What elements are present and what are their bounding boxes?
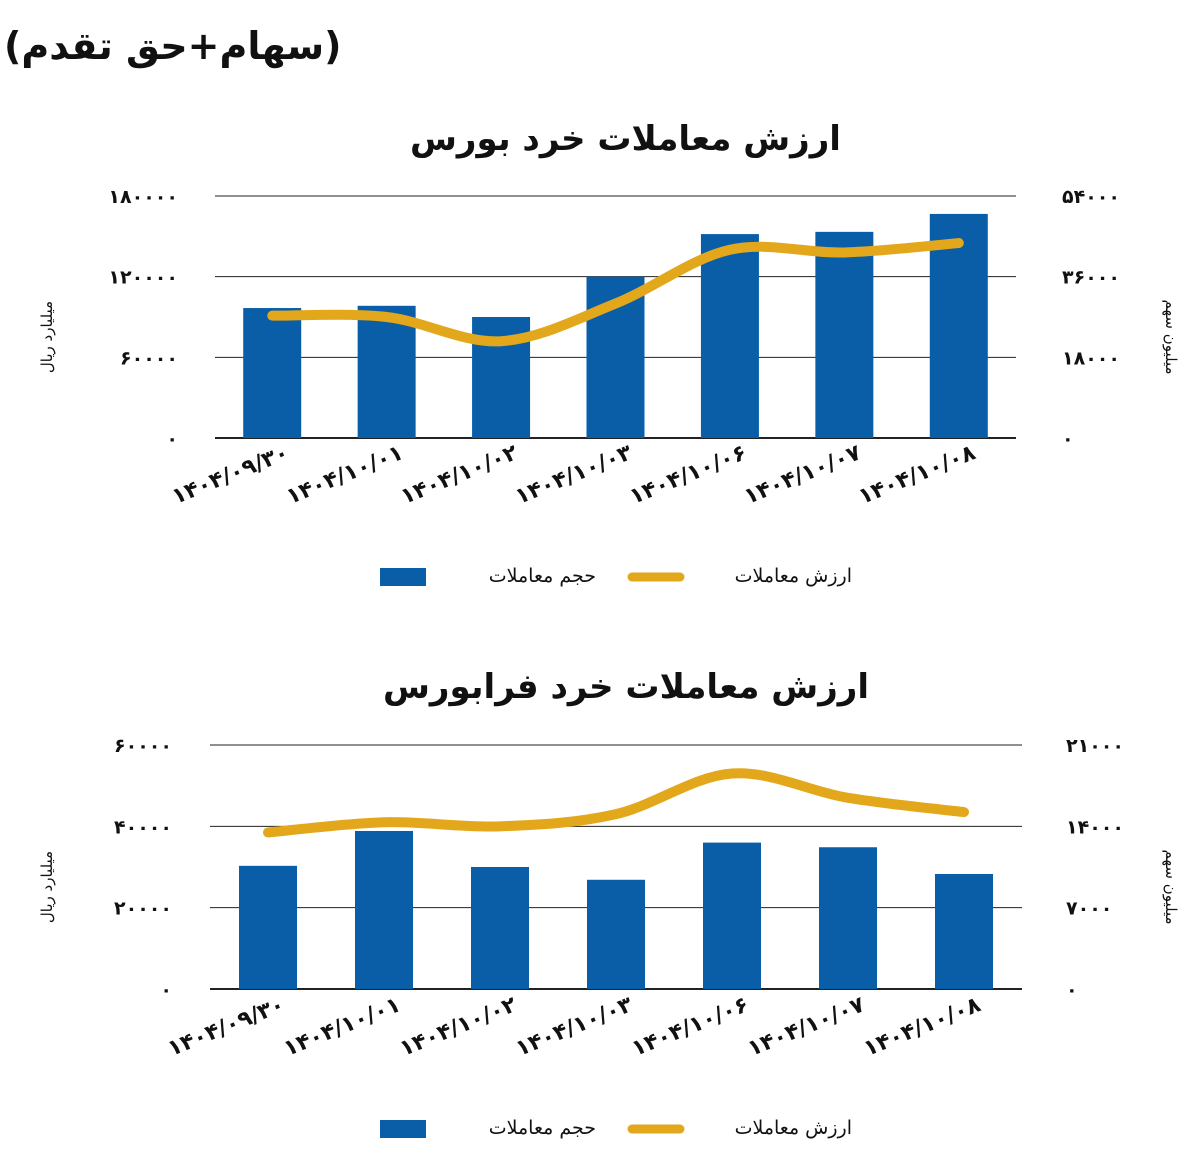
line-point xyxy=(731,772,733,774)
x-tick-label: ۱۴۰۴/۱۰/۰۲ xyxy=(397,440,521,510)
line-point xyxy=(271,315,273,317)
bar xyxy=(815,231,874,438)
y2-tick-label: ۱۸۰۰۰ xyxy=(1062,347,1120,369)
y-tick-label: ۴۰۰۰۰ xyxy=(114,816,172,838)
line-point xyxy=(383,821,385,823)
legend-bar-label: حجم معاملات xyxy=(489,1117,596,1139)
bar xyxy=(703,842,761,989)
y2-tick-label: ۳۶۰۰۰ xyxy=(1062,267,1120,289)
y2-tick-label: ۷۰۰۰ xyxy=(1066,898,1112,920)
line-point xyxy=(963,811,965,813)
bar xyxy=(357,305,416,438)
line-point xyxy=(958,242,960,244)
x-tick-label: ۱۴۰۴/۰۹/۳۰ xyxy=(164,992,288,1061)
x-tick-label: ۱۴۰۴/۱۰/۰۶ xyxy=(626,440,750,509)
x-tick-label: ۱۴۰۴/۱۰/۰۱ xyxy=(280,992,404,1061)
y-tick-label: ۰ xyxy=(160,979,172,1001)
value-line xyxy=(263,768,969,838)
legend: حجم معاملات ارزش معاملات xyxy=(380,565,852,587)
bar xyxy=(355,830,413,989)
y-tick-label: ۶۰۰۰۰ xyxy=(114,735,172,757)
bar xyxy=(929,213,988,438)
line-point xyxy=(500,340,502,342)
line-point xyxy=(615,813,617,815)
line-point xyxy=(847,797,849,799)
bar xyxy=(587,879,645,989)
line-point xyxy=(615,303,616,305)
line-point xyxy=(386,316,388,318)
x-tick-label: ۱۴۰۴/۱۰/۰۱ xyxy=(283,440,407,509)
x-tick-label: ۱۴۰۴/۱۰/۰۲ xyxy=(396,992,520,1062)
y-tick-label: ۱۸۰۰۰۰ xyxy=(108,186,178,208)
legend-line-label: ارزش معاملات xyxy=(735,1117,852,1139)
retail-bourse-chart: ارزش معاملات خرد بورس ۰ ۶۰۰۰۰ ۱۲۰۰۰۰ ۱۸۰۰۰۰ ۰… xyxy=(38,119,1180,587)
y2-axis-label: میلیون سهم xyxy=(1162,849,1180,924)
y2-tick-label: ۰ xyxy=(1062,428,1074,450)
y-tick-label: ۱۲۰۰۰۰ xyxy=(108,267,178,289)
y-axis-label: میلیارد ریال xyxy=(38,851,56,923)
line-point xyxy=(499,825,501,827)
y-tick-label: ۲۰۰۰۰ xyxy=(114,898,172,920)
legend: حجم معاملات ارزش معاملات xyxy=(380,1117,852,1139)
y2-tick-label: ۲۱۰۰۰ xyxy=(1066,735,1124,757)
legend-bar-swatch xyxy=(380,1120,426,1138)
retail-farabourse-chart: ارزش معاملات خرد فرابورس ۰ ۲۰۰۰۰ ۴۰۰۰۰ ۶۰۰۰۰… xyxy=(38,667,1180,1139)
bar xyxy=(700,234,759,438)
x-tick-label: ۱۴۰۴/۱۰/۰۸ xyxy=(855,440,979,510)
bar xyxy=(471,867,529,989)
y2-tick-label: ۰ xyxy=(1066,979,1078,1001)
bar xyxy=(243,308,302,438)
line-point xyxy=(729,249,731,251)
bar xyxy=(819,847,877,989)
y2-axis-label: میلیون سهم xyxy=(1162,299,1180,374)
chart-title: ارزش معاملات خرد بورس xyxy=(410,119,841,159)
x-tick-label: ۱۴۰۴/۱۰/۰۷ xyxy=(744,992,868,1062)
y-tick-label: ۶۰۰۰۰ xyxy=(120,347,178,369)
legend-line-label: ارزش معاملات xyxy=(735,565,852,587)
chart-title: ارزش معاملات خرد فرابورس xyxy=(383,667,869,707)
y2-tick-label: ۱۴۰۰۰ xyxy=(1066,816,1124,838)
legend-bar-swatch xyxy=(380,568,426,586)
y2-tick-label: ۵۴۰۰۰ xyxy=(1062,186,1120,208)
bar xyxy=(935,873,993,989)
y-axis-label: میلیارد ریال xyxy=(38,301,56,373)
line-point xyxy=(843,251,845,253)
line-point xyxy=(267,831,269,833)
bar xyxy=(239,865,297,989)
x-tick-label: ۱۴۰۴/۱۰/۰۸ xyxy=(860,992,984,1062)
legend-bar-label: حجم معاملات xyxy=(489,565,596,587)
x-tick-label: ۱۴۰۴/۰۹/۳۰ xyxy=(169,440,293,509)
y-tick-label: ۰ xyxy=(166,428,178,450)
page-title: (سهام+حق تقدم) xyxy=(4,24,342,68)
x-tick-label: ۱۴۰۴/۱۰/۰۳ xyxy=(512,440,636,510)
x-tick-label: ۱۴۰۴/۱۰/۰۷ xyxy=(741,440,865,510)
x-tick-label: ۱۴۰۴/۱۰/۰۶ xyxy=(628,992,752,1061)
x-tick-label: ۱۴۰۴/۱۰/۰۳ xyxy=(512,992,636,1062)
